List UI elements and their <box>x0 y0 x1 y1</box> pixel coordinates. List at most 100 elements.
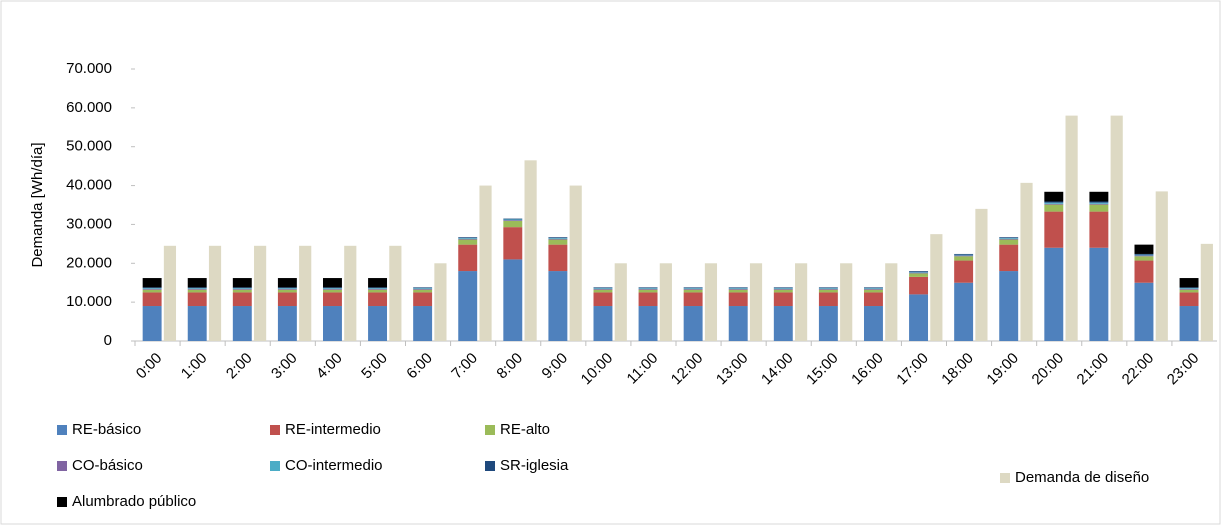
bar-segment <box>954 260 974 283</box>
bar-segment <box>413 292 433 307</box>
bar-segment <box>1179 287 1199 289</box>
bar-segment <box>954 256 974 261</box>
bar-segment <box>1089 247 1109 341</box>
bar-segment <box>1089 204 1109 212</box>
bar-segment <box>818 289 838 293</box>
bar-segment <box>638 287 658 289</box>
bar <box>1155 191 1168 341</box>
bar <box>479 185 492 341</box>
bar-segment <box>368 306 388 341</box>
bar-segment <box>728 289 748 293</box>
bar-segment <box>503 219 523 221</box>
bar-segment <box>142 306 162 341</box>
y-tick-label: 40.000 <box>66 177 112 194</box>
bar-segment <box>142 288 162 290</box>
legend-label: CO-básico <box>72 457 143 474</box>
bar-segment <box>142 288 162 289</box>
bar-segment <box>277 292 297 307</box>
bar-segment <box>503 259 523 341</box>
bar-segment <box>999 239 1019 245</box>
bar-segment <box>277 289 297 293</box>
bar-segment <box>638 289 658 293</box>
bar-segment <box>863 306 883 341</box>
bar-segment <box>728 288 748 290</box>
bar-segment <box>277 278 297 288</box>
bar-segment <box>728 306 748 341</box>
bar-segment <box>683 287 703 289</box>
bar-segment <box>322 278 342 288</box>
legend-label: RE-básico <box>72 421 141 438</box>
bar-segment <box>863 287 883 289</box>
bar-segment <box>999 238 1019 239</box>
bar-segment <box>773 288 793 290</box>
bar-segment <box>999 237 1019 239</box>
bar-segment <box>593 289 613 293</box>
y-tick-label: 70.000 <box>66 60 112 77</box>
bar <box>704 263 718 341</box>
bar-segment <box>1044 247 1064 341</box>
legend-swatch <box>270 425 280 435</box>
bar-segment <box>1134 256 1154 261</box>
bar-segment <box>458 271 478 341</box>
bar <box>208 245 222 341</box>
bar <box>389 245 402 341</box>
bar-segment <box>368 292 388 307</box>
bar-segment <box>909 272 929 274</box>
bar-segment <box>1089 211 1109 248</box>
bar-segment <box>458 238 478 239</box>
bar-segment <box>818 292 838 307</box>
bar-segment <box>142 292 162 307</box>
bar-segment <box>458 244 478 272</box>
bar <box>1020 182 1033 341</box>
bar-segment <box>638 292 658 307</box>
bar-segment <box>1179 289 1199 293</box>
bar-segment <box>1134 244 1154 254</box>
bar-segment <box>368 289 388 293</box>
bar <box>749 263 763 341</box>
bar-segment <box>593 288 613 290</box>
legend-swatch <box>1000 473 1010 483</box>
bar-segment <box>999 244 1019 272</box>
bar-segment <box>187 288 207 289</box>
bar-segment <box>368 278 388 288</box>
bar <box>344 245 357 341</box>
bar-segment <box>1134 282 1154 341</box>
legend-swatch <box>57 461 67 471</box>
bar-segment <box>818 306 838 341</box>
bar-segment <box>1044 202 1064 204</box>
bar-segment <box>999 271 1019 341</box>
bar-segment <box>954 255 974 257</box>
bar-segment <box>322 288 342 289</box>
bar <box>1065 115 1078 341</box>
bar-segment <box>1089 202 1109 204</box>
bar-segment <box>413 288 433 289</box>
bar-segment <box>863 292 883 307</box>
bar <box>975 208 988 341</box>
bar-segment <box>232 306 252 341</box>
bar-segment <box>503 218 523 220</box>
bar-segment <box>142 289 162 293</box>
bar <box>614 263 627 341</box>
bar-segment <box>909 294 929 341</box>
bar-segment <box>593 288 613 289</box>
bar-segment <box>413 289 433 293</box>
bar-segment <box>322 287 342 289</box>
bar-segment <box>1179 306 1199 341</box>
bar-segment <box>773 292 793 307</box>
y-tick-label: 50.000 <box>66 138 112 155</box>
bar-segment <box>322 306 342 341</box>
bar <box>163 245 177 341</box>
bar-segment <box>1044 203 1064 205</box>
bar <box>434 263 447 341</box>
bar-segment <box>683 288 703 289</box>
bar-segment <box>548 239 568 245</box>
bar-segment <box>1089 201 1109 203</box>
bar-segment <box>232 287 252 289</box>
bar-segment <box>1179 288 1199 290</box>
bar-segment <box>277 287 297 289</box>
y-tick-label: 30.000 <box>66 215 112 232</box>
bar-segment <box>232 288 252 289</box>
y-tick-label: 20.000 <box>66 254 112 271</box>
bar <box>254 245 267 341</box>
